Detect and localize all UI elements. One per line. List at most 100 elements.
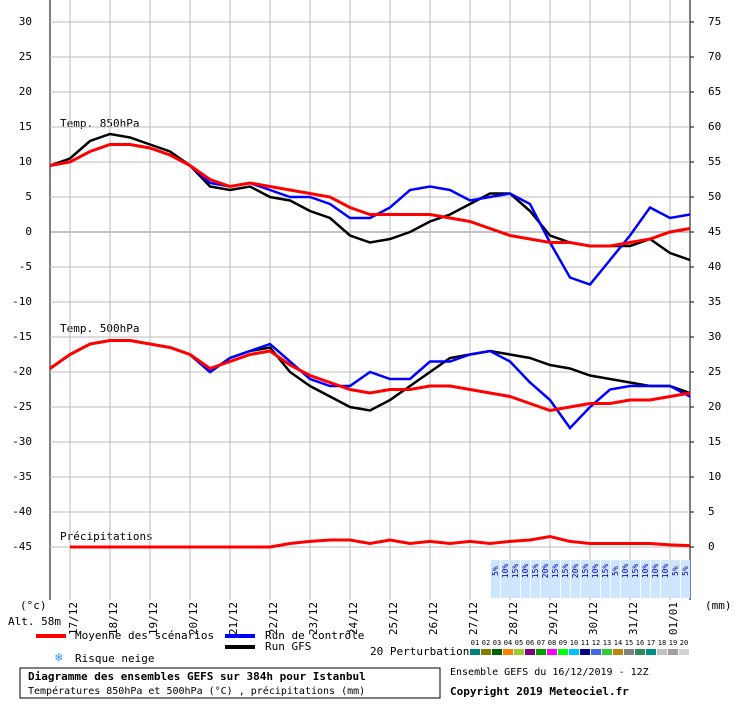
snow-risk-box <box>551 560 560 598</box>
y2-tick-label: 20 <box>708 400 721 413</box>
y2-tick-label: 15 <box>708 435 721 448</box>
y2-tick-label: 70 <box>708 50 721 63</box>
snow-risk-label: 20% <box>541 564 550 579</box>
perturbation-swatch <box>547 649 557 655</box>
perturbation-swatch <box>481 649 491 655</box>
perturbation-label: 18 <box>658 639 666 647</box>
y2-tick-label: 45 <box>708 225 721 238</box>
y2-tick-label: 0 <box>708 540 715 553</box>
x-tick-label: 28/12 <box>507 602 520 635</box>
snow-risk-box <box>491 560 500 598</box>
perturbation-label: 13 <box>603 639 611 647</box>
y-tick-label: 10 <box>19 155 32 168</box>
y-tick-label: 5 <box>25 190 32 203</box>
y-tick-label: -25 <box>12 400 32 413</box>
snow-risk-label: 5% <box>491 566 500 576</box>
snow-risk-label: 10% <box>641 564 650 579</box>
perturbation-swatch <box>635 649 645 655</box>
y2-tick-label: 65 <box>708 85 721 98</box>
snow-risk-label: 10% <box>661 564 670 579</box>
annotation: Temp. 500hPa <box>60 322 139 335</box>
perturbation-label: 15 <box>625 639 633 647</box>
x-tick-label: 22/12 <box>267 602 280 635</box>
snow-risk-box <box>631 560 640 598</box>
snow-risk-label: 5% <box>611 566 620 576</box>
y-tick-label: 25 <box>19 50 32 63</box>
grid <box>50 0 690 600</box>
snow-risk-label: 10% <box>651 564 660 579</box>
perturbation-label: 01 <box>471 639 479 647</box>
snow-risk-label: 15% <box>601 564 610 579</box>
snow-risk-box <box>561 560 570 598</box>
perturbation-label: 19 <box>669 639 677 647</box>
y-tick-label: 30 <box>19 15 32 28</box>
y2-tick-label: 40 <box>708 260 721 273</box>
y-tick-label: -35 <box>12 470 32 483</box>
snow-risk-label: 10% <box>521 564 530 579</box>
snow-risk-label: 15% <box>631 564 640 579</box>
perturbation-swatch <box>470 649 480 655</box>
snow-risk-box <box>541 560 550 598</box>
y-tick-label: -10 <box>12 295 32 308</box>
perturbation-label: 17 <box>647 639 655 647</box>
run-info: Ensemble GEFS du 16/12/2019 - 12Z <box>450 667 649 678</box>
legend-label: Run de contrôle <box>265 629 364 642</box>
x-tick-label: 26/12 <box>427 602 440 635</box>
y-tick-label: 0 <box>25 225 32 238</box>
perturbation-swatch <box>668 649 678 655</box>
perturbation-swatch <box>558 649 568 655</box>
y-axis-label: (°c) <box>20 599 47 612</box>
perturbation-label: 10 <box>570 639 578 647</box>
y-tick-label: 20 <box>19 85 32 98</box>
perturbation-swatch <box>492 649 502 655</box>
snow-risk-label: 15% <box>531 564 540 579</box>
annotation: Précipitations <box>60 530 153 543</box>
perturbation-swatch <box>569 649 579 655</box>
y2-tick-label: 50 <box>708 190 721 203</box>
perturbation-label: 14 <box>614 639 622 647</box>
legend-label: Run GFS <box>265 640 311 653</box>
y2-tick-label: 5 <box>708 505 715 518</box>
chart-title: Diagramme des ensembles GEFS sur 384h po… <box>28 670 366 683</box>
annotation: Temp. 850hPa <box>60 117 139 130</box>
perturbation-label: 02 <box>482 639 490 647</box>
perturbation-swatch <box>591 649 601 655</box>
x-tick-label: 23/12 <box>307 602 320 635</box>
perturbation-label: 08 <box>548 639 556 647</box>
x-tick-label: 17/12 <box>67 602 80 635</box>
snow-risk-box <box>521 560 530 598</box>
y2-axis-label: (mm) <box>705 599 732 612</box>
snow-risk-box <box>671 560 680 598</box>
perturbation-swatch <box>536 649 546 655</box>
snow-risk-box <box>581 560 590 598</box>
x-tick-label: 01/01 <box>667 602 680 635</box>
y2-tick-label: 35 <box>708 295 721 308</box>
copyright: Copyright 2019 Meteociel.fr <box>450 685 629 698</box>
snow-risk-box <box>601 560 610 598</box>
snow-risk-label: 5% <box>671 566 680 576</box>
snow-risk-box <box>651 560 660 598</box>
perturbation-swatch <box>679 649 689 655</box>
perturbation-swatch <box>525 649 535 655</box>
snow-risk-box <box>571 560 580 598</box>
x-tick-label: 24/12 <box>347 602 360 635</box>
y2-tick-label: 60 <box>708 120 721 133</box>
legend-label: Moyenne des scénarios <box>75 629 214 642</box>
snow-risk-label: 10% <box>621 564 630 579</box>
y-tick-label: 15 <box>19 120 32 133</box>
title-box <box>19 667 441 699</box>
y2-tick-label: 75 <box>708 15 721 28</box>
y2-tick-label: 25 <box>708 365 721 378</box>
perturbation-label: 05 <box>515 639 523 647</box>
snow-risk-box <box>611 560 620 598</box>
perturbations-label: 20 Perturbations <box>370 645 476 658</box>
perturbation-swatch <box>646 649 656 655</box>
perturbation-swatch <box>602 649 612 655</box>
snow-icon: ❄ <box>54 651 63 666</box>
y-tick-label: -5 <box>19 260 32 273</box>
snow-risk-box <box>511 560 520 598</box>
perturbation-swatch <box>624 649 634 655</box>
perturbation-label: 04 <box>504 639 512 647</box>
